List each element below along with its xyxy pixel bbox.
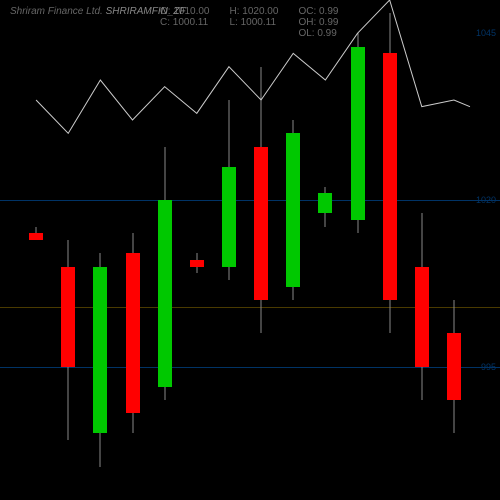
ol-label: OL: (298, 28, 314, 39)
low-label: L: (230, 17, 238, 28)
oh-label: OH: (298, 17, 316, 28)
oh-value: 0.99 (319, 17, 338, 28)
candlestick-chart[interactable]: Shriram Finance Ltd. SHRIRAMFIN_ZF O: 10… (0, 0, 500, 500)
info-col-2: H: 1020.00 L: 1000.11 (230, 6, 279, 39)
oc-label: OC: (298, 6, 316, 17)
high-label: H: (230, 6, 240, 17)
low-value: 1000.11 (241, 17, 276, 28)
overlay-line-chart (0, 0, 500, 500)
title-company: Shriram Finance Ltd. (10, 6, 103, 17)
high-value: 1020.00 (242, 6, 278, 17)
ol-value: 0.99 (317, 28, 336, 39)
oc-value: 0.99 (319, 6, 338, 17)
close-label: C: (160, 17, 170, 28)
close-value: 1000.11 (173, 17, 208, 28)
title-symbol: SHRIRAMFIN_ZF (106, 6, 186, 17)
info-col-3: OC: 0.99 OH: 0.99 OL: 0.99 (298, 6, 338, 39)
ohlc-info-bar: O: 1010.00 C: 1000.11 H: 1020.00 L: 1000… (160, 6, 490, 39)
chart-title: Shriram Finance Ltd. SHRIRAMFIN_ZF (10, 6, 186, 17)
